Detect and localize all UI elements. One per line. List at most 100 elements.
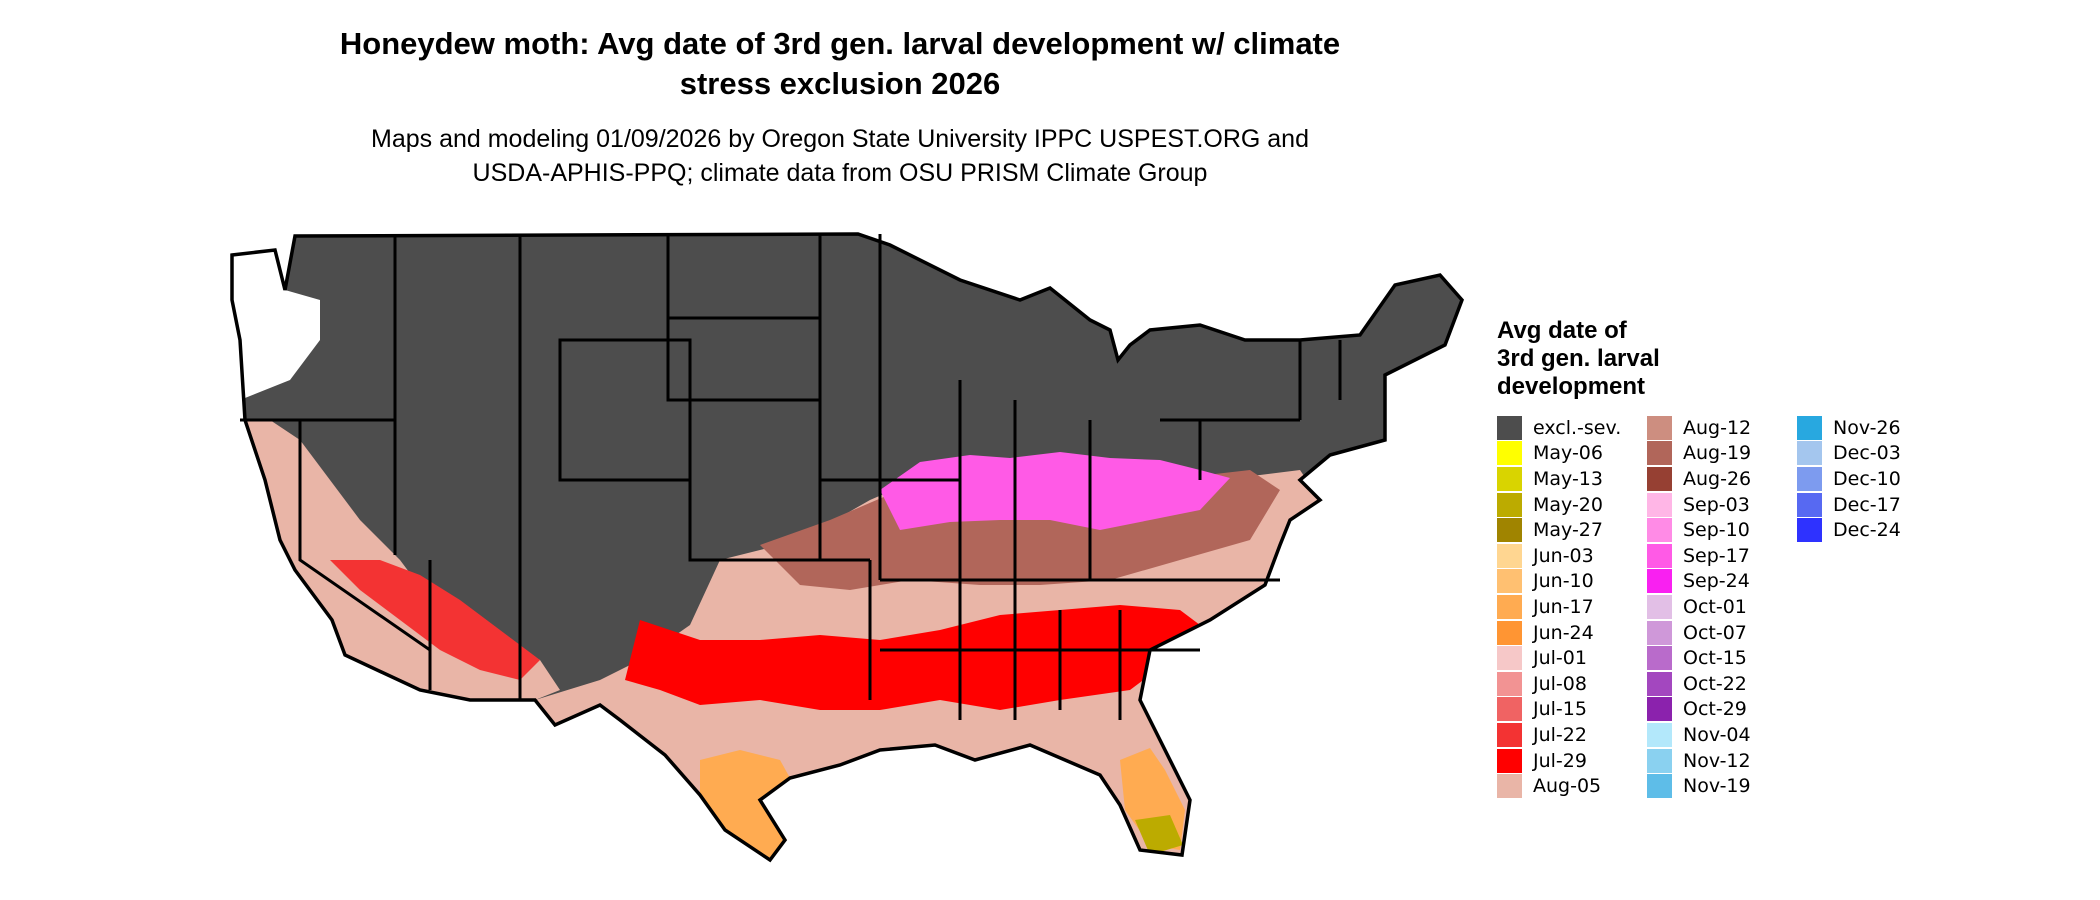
legend-column: excl.-sev. May-06 May-13 May-20 May-27 Jun-03… — [1497, 415, 1647, 799]
legend-swatch — [1497, 671, 1522, 696]
legend-swatch — [1647, 594, 1672, 619]
legend-swatch — [1497, 646, 1522, 671]
legend-item: Dec-10 — [1797, 466, 1947, 492]
legend-item: excl.-sev. — [1497, 415, 1647, 441]
legend-title: Avg date of 3rd gen. larval development — [1497, 317, 1757, 401]
legend: Avg date of 3rd gen. larval development … — [1497, 317, 1947, 799]
legend-swatch — [1647, 492, 1672, 517]
map-title-line-2: stress exclusion 2026 — [679, 66, 1001, 101]
legend-item: Sep-03 — [1647, 492, 1797, 518]
legend-swatch — [1647, 722, 1672, 747]
legend-swatch — [1497, 697, 1522, 722]
legend-label: Sep-24 — [1683, 570, 1750, 593]
legend-label: Dec-03 — [1833, 442, 1901, 465]
legend-swatch — [1647, 671, 1672, 696]
legend-item: Nov-12 — [1647, 748, 1797, 774]
legend-item: Oct-29 — [1647, 697, 1797, 723]
legend-swatch — [1647, 441, 1672, 466]
legend-item: Jun-03 — [1497, 543, 1647, 569]
legend-columns: excl.-sev. May-06 May-13 May-20 May-27 Jun-03… — [1497, 415, 1947, 799]
legend-swatch — [1797, 415, 1822, 440]
map-subtitle: Maps and modeling 01/09/2026 by Oregon S… — [250, 122, 1430, 190]
legend-label: Nov-12 — [1683, 749, 1751, 772]
legend-item: Jul-22 — [1497, 722, 1647, 748]
state-line-south — [868, 560, 1200, 720]
legend-item: May-13 — [1497, 466, 1647, 492]
map-title: Honeydew moth: Avg date of 3rd gen. larv… — [250, 24, 1430, 104]
state-line-west — [240, 418, 522, 700]
legend-swatch — [1497, 466, 1522, 491]
zone-southwest-red — [330, 560, 540, 680]
legend-swatch — [1497, 620, 1522, 645]
legend-swatch — [1647, 748, 1672, 773]
legend-label: Nov-26 — [1833, 416, 1901, 439]
legend-swatch — [1797, 492, 1822, 517]
legend-swatch — [1497, 415, 1522, 440]
legend-label: Oct-22 — [1683, 672, 1747, 695]
legend-item: Sep-24 — [1647, 569, 1797, 595]
legend-label: May-20 — [1533, 493, 1603, 516]
legend-label: Oct-01 — [1683, 595, 1747, 618]
legend-swatch — [1497, 543, 1522, 568]
legend-item: Oct-22 — [1647, 671, 1797, 697]
legend-item: Oct-01 — [1647, 594, 1797, 620]
legend-swatch — [1647, 774, 1672, 799]
map-subtitle-line-1: Maps and modeling 01/09/2026 by Oregon S… — [371, 125, 1309, 153]
legend-item: Nov-26 — [1797, 415, 1947, 441]
legend-label: May-06 — [1533, 442, 1603, 465]
zone-pacific-northwest-white — [232, 250, 320, 400]
legend-swatch — [1647, 646, 1672, 671]
zone-texas-orange — [700, 750, 790, 860]
legend-label: Nov-19 — [1683, 775, 1751, 798]
legend-item: Nov-04 — [1647, 722, 1797, 748]
legend-swatch — [1797, 466, 1822, 491]
legend-label: Sep-17 — [1683, 544, 1750, 567]
legend-item: Oct-15 — [1647, 645, 1797, 671]
state-boundaries — [240, 234, 1342, 720]
legend-swatch — [1497, 518, 1522, 543]
us-map — [230, 232, 1464, 862]
legend-label: Aug-05 — [1533, 775, 1602, 798]
legend-item: Jul-01 — [1497, 645, 1647, 671]
legend-label: May-13 — [1533, 467, 1603, 490]
legend-item: Jul-08 — [1497, 671, 1647, 697]
legend-item: Sep-17 — [1647, 543, 1797, 569]
legend-item: Aug-12 — [1647, 415, 1797, 441]
legend-label: Jul-22 — [1533, 723, 1587, 746]
legend-item: Sep-10 — [1647, 517, 1797, 543]
state-line-rockies — [393, 236, 692, 560]
legend-label: Jun-24 — [1533, 621, 1594, 644]
legend-label: Oct-15 — [1683, 647, 1747, 670]
state-line-plains — [666, 234, 960, 562]
legend-label: Sep-10 — [1683, 519, 1750, 542]
map-title-line-1: Honeydew moth: Avg date of 3rd gen. larv… — [339, 26, 1341, 61]
legend-swatch — [1647, 543, 1672, 568]
legend-item: Jun-17 — [1497, 594, 1647, 620]
legend-swatch — [1647, 466, 1672, 491]
legend-title-line-3: development — [1497, 373, 1646, 400]
legend-item: Dec-24 — [1797, 517, 1947, 543]
legend-swatch — [1647, 415, 1672, 440]
legend-item: Aug-19 — [1647, 441, 1797, 467]
legend-item: May-27 — [1497, 517, 1647, 543]
legend-item: May-20 — [1497, 492, 1647, 518]
legend-label: excl.-sev. — [1533, 416, 1622, 439]
legend-item: Jun-24 — [1497, 620, 1647, 646]
legend-label: Dec-17 — [1833, 493, 1901, 516]
legend-label: Jun-03 — [1533, 544, 1594, 567]
legend-swatch — [1497, 748, 1522, 773]
legend-item: Jul-15 — [1497, 697, 1647, 723]
legend-swatch — [1797, 441, 1822, 466]
state-line-northeast — [1160, 340, 1342, 480]
legend-title-line-1: Avg date of — [1497, 317, 1627, 344]
legend-item: Dec-17 — [1797, 492, 1947, 518]
legend-label: Jul-01 — [1533, 647, 1587, 670]
state-line-central — [878, 234, 1280, 582]
legend-swatch — [1497, 441, 1522, 466]
legend-label: Jul-29 — [1533, 749, 1587, 772]
zone-ohio-valley-pink — [880, 452, 1230, 530]
legend-swatch — [1497, 492, 1522, 517]
legend-label: Nov-04 — [1683, 723, 1751, 746]
legend-item: Oct-07 — [1647, 620, 1797, 646]
legend-label: Jun-17 — [1533, 595, 1594, 618]
